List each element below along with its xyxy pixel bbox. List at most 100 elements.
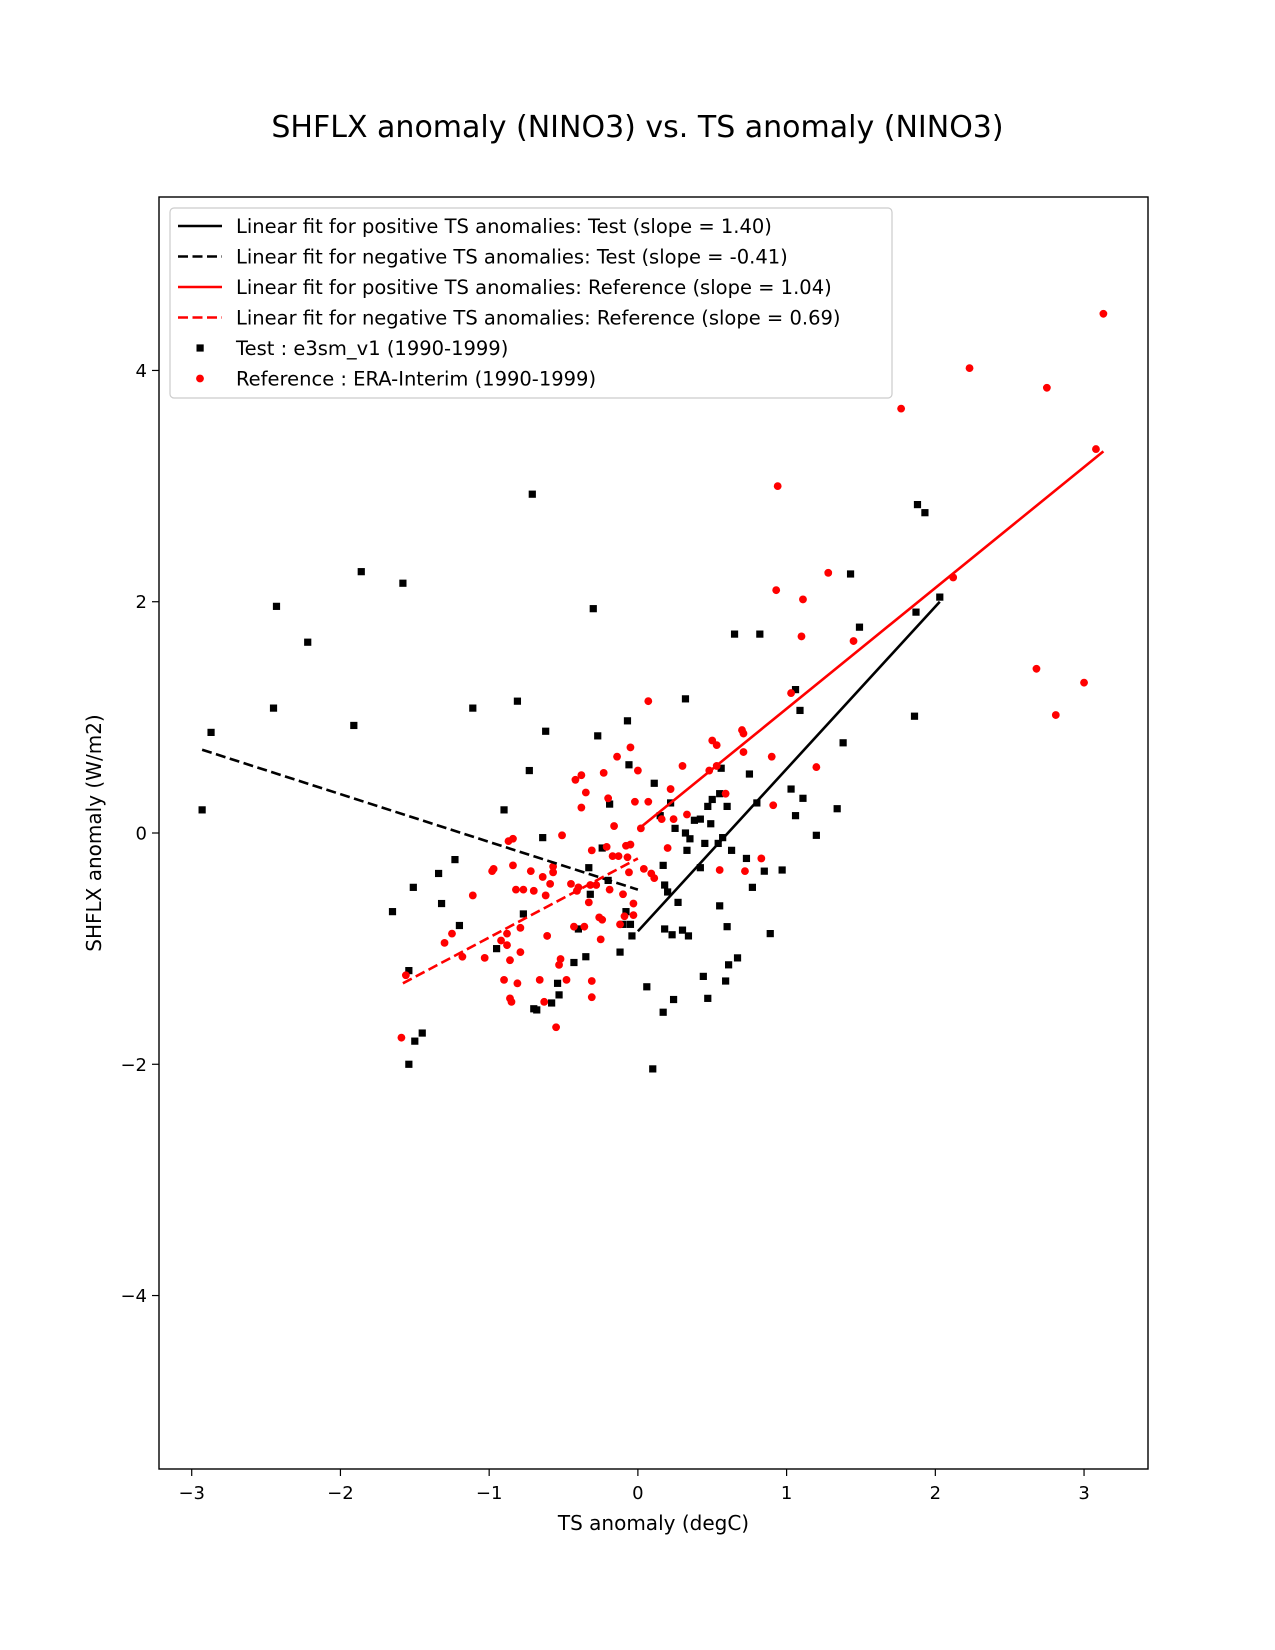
reference-point — [397, 1033, 406, 1042]
test-point — [574, 925, 582, 933]
reference-point — [497, 936, 505, 945]
x-tick-label: 1 — [781, 1483, 792, 1504]
reference-point — [596, 935, 605, 944]
reference-point — [644, 797, 653, 806]
test-point — [548, 999, 556, 1007]
legend-entry: Linear fit for positive TS anomalies: Te… — [178, 215, 772, 238]
reference-point — [535, 975, 544, 984]
reference-point — [500, 975, 508, 984]
test-point — [796, 706, 804, 715]
test-point — [409, 883, 417, 891]
test-point — [492, 945, 501, 953]
test-point — [730, 630, 739, 638]
test-point — [787, 785, 795, 793]
reference-point — [549, 862, 558, 871]
y-tick-label: −2 — [120, 1055, 147, 1076]
test-point — [528, 490, 536, 498]
test-point — [643, 983, 651, 991]
reference-point — [678, 762, 687, 770]
test-series — [198, 490, 944, 1073]
reference-point — [824, 568, 833, 577]
reference-point — [543, 932, 552, 940]
test-point — [411, 1037, 419, 1045]
test-point — [198, 806, 206, 814]
reference-point — [602, 842, 611, 851]
reference-point — [574, 883, 583, 892]
fit-line-3 — [637, 450, 1105, 831]
test-point — [455, 921, 464, 930]
test-point — [846, 570, 855, 578]
test-point — [622, 908, 630, 916]
reference-point — [507, 997, 516, 1006]
reference-point — [516, 948, 525, 957]
test-point — [696, 815, 704, 823]
test-point — [669, 995, 678, 1004]
reference-point — [440, 938, 449, 947]
test-point — [812, 831, 820, 839]
test-point — [910, 712, 919, 720]
test-point — [664, 888, 672, 896]
reference-point — [401, 971, 410, 980]
test-point — [690, 816, 698, 824]
test-point — [708, 795, 716, 804]
test-point — [525, 766, 533, 775]
reference-point — [580, 922, 589, 931]
reference-point — [757, 854, 766, 863]
reference-point — [625, 868, 633, 877]
test-point — [539, 834, 547, 842]
reference-point — [549, 868, 558, 877]
x-tick-label: 3 — [1078, 1483, 1089, 1504]
test-point — [791, 812, 800, 820]
y-tick-label: 2 — [136, 592, 147, 613]
test-point — [661, 881, 669, 889]
test-point — [418, 1029, 426, 1037]
reference-point — [631, 797, 639, 806]
reference-point — [458, 952, 467, 961]
reference-point — [669, 815, 678, 824]
test-point — [399, 579, 407, 587]
test-point — [681, 829, 690, 837]
reference-point — [626, 743, 635, 752]
test-point — [760, 867, 768, 875]
test-point — [513, 697, 522, 705]
test-point — [207, 728, 215, 736]
reference-point — [598, 915, 607, 924]
test-point — [388, 908, 397, 916]
test-point — [678, 926, 687, 934]
reference-point — [797, 632, 806, 641]
test-point — [733, 954, 742, 962]
test-point — [778, 866, 786, 874]
reference-point — [513, 979, 522, 988]
x-tick-label: −1 — [476, 1483, 503, 1504]
test-point — [716, 902, 724, 910]
reference-point — [773, 482, 782, 490]
reference-point — [599, 768, 608, 777]
test-point — [650, 779, 658, 787]
reference-point — [538, 873, 547, 881]
reference-point — [587, 977, 596, 985]
reference-point — [626, 840, 635, 849]
reference-point — [489, 864, 498, 873]
test-point — [716, 790, 724, 798]
test-point — [586, 890, 594, 898]
reference-point — [616, 920, 624, 929]
test-point — [589, 605, 597, 613]
reference-point — [503, 929, 511, 938]
test-point — [553, 979, 562, 987]
reference-point — [503, 941, 511, 950]
test-point — [606, 800, 614, 808]
x-tick-label: 2 — [930, 1483, 941, 1504]
reference-point — [657, 815, 666, 824]
reference-point — [812, 763, 821, 771]
reference-point — [577, 771, 586, 780]
test-point — [684, 932, 693, 940]
test-point — [748, 883, 756, 891]
test-point — [921, 509, 929, 517]
reference-point — [721, 789, 730, 798]
test-point — [661, 925, 669, 933]
legend-label: Reference : ERA-Interim (1990-1999) — [236, 368, 596, 391]
reference-point — [587, 846, 596, 855]
test-point — [616, 948, 624, 956]
fit-line-2 — [201, 748, 639, 891]
